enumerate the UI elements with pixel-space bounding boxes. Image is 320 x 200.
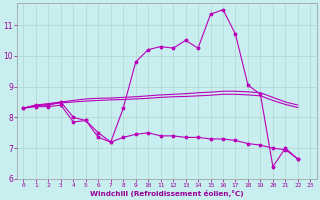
X-axis label: Windchill (Refroidissement éolien,°C): Windchill (Refroidissement éolien,°C) xyxy=(90,190,244,197)
